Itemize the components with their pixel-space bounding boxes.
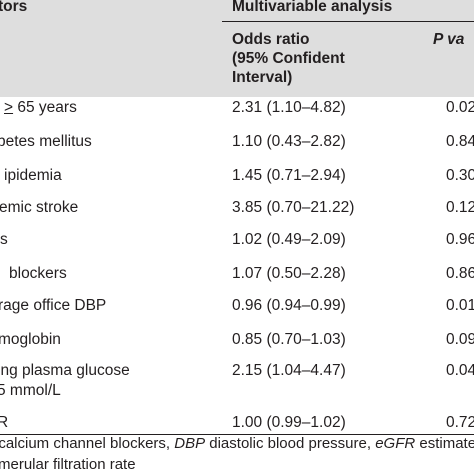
row-factor-glucose-line1: ing plasma glucose xyxy=(0,362,130,379)
row-or-ischemic-stroke: 3.85 (0.70–21.22) xyxy=(232,199,355,216)
row-p-hemoglobin: 0.09 xyxy=(446,331,474,348)
row-p-egfr: 0.72 xyxy=(446,414,474,431)
row-or-diabetes: 1.10 (0.43–2.82) xyxy=(232,133,346,150)
factors-header: tors xyxy=(0,0,28,15)
row-factor-dyslipidemia: ipidemia xyxy=(4,167,62,184)
row-factor-hemoglobin: moglobin xyxy=(0,331,61,348)
footnote-line2: merular filtration rate xyxy=(0,456,136,473)
row-or-dyslipidemia: 1.45 (0.71–2.94) xyxy=(232,167,346,184)
p-value-header: P va xyxy=(433,31,465,48)
row-factor-egfr: R xyxy=(0,414,9,431)
row-or-egfr: 1.00 (0.99–1.02) xyxy=(232,414,346,431)
row-or-hemoglobin: 0.85 (0.70–1.03) xyxy=(232,331,346,348)
table-bottom-rule xyxy=(0,434,474,435)
row-or-office-dbp: 0.96 (0.94–0.99) xyxy=(232,297,346,314)
odds-ratio-header-line2: (95% Confident xyxy=(232,50,345,67)
footnote-line1: : calcium channel blockers, DBP diastoli… xyxy=(0,435,474,452)
row-or-age: 2.31 (1.10–4.82) xyxy=(232,99,346,116)
table-header-band xyxy=(0,0,474,97)
row-factor-ischemic-stroke: emic stroke xyxy=(0,199,79,216)
row-p-diabetes: 0.84 xyxy=(446,133,474,150)
row-p-ischemic-stroke: 0.12 xyxy=(446,199,474,216)
row-p-blockers: 0.86 xyxy=(446,265,474,282)
header-divider xyxy=(222,21,474,22)
row-factor-age: > 65 years xyxy=(4,99,77,116)
row-or-glucose: 2.15 (1.04–4.47) xyxy=(232,362,346,379)
row-factor-5: s xyxy=(0,231,8,248)
multivariable-header: Multivariable analysis xyxy=(232,0,393,15)
row-factor-glucose-line2: 5 mmol/L xyxy=(0,382,61,399)
row-factor-blockers: blockers xyxy=(9,265,67,282)
row-p-age: 0.02 xyxy=(446,99,474,116)
row-p-dyslipidemia: 0.30 xyxy=(446,167,474,184)
row-factor-diabetes: betes mellitus xyxy=(0,133,92,150)
row-p-glucose: 0.04 xyxy=(446,362,474,379)
odds-ratio-header-line3: Interval) xyxy=(232,69,293,86)
row-p-office-dbp: 0.01 xyxy=(446,297,474,314)
row-or-blockers: 1.07 (0.50–2.28) xyxy=(232,265,346,282)
odds-ratio-header-line1: Odds ratio xyxy=(232,31,310,48)
row-p-5: 0.96 xyxy=(446,231,474,248)
row-or-5: 1.02 (0.49–2.09) xyxy=(232,231,346,248)
row-factor-office-dbp: rage office DBP xyxy=(0,297,107,314)
